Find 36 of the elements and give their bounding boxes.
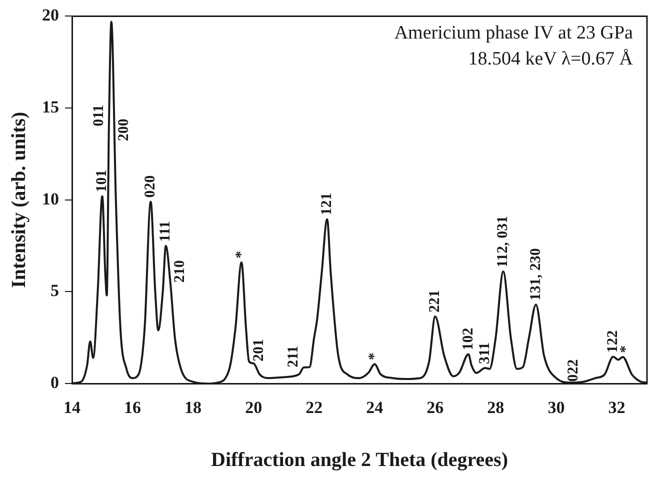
annotation: 131, 230	[528, 248, 544, 301]
x-tick-label: 24	[366, 398, 384, 418]
annotation: 011	[90, 104, 107, 126]
x-tick-label: 30	[548, 398, 565, 418]
x-tick-label: 16	[124, 398, 142, 418]
annotation: 121	[318, 192, 335, 216]
annotation: 221	[427, 290, 444, 313]
y-axis-title: Intensity (arb. units)	[8, 112, 30, 288]
annotation: *	[366, 352, 383, 360]
annotation: 112, 031	[495, 216, 512, 268]
annotation: 101	[94, 170, 110, 192]
annotation: Americium phase IV at 23 GPa	[394, 22, 634, 44]
annotation: 020	[142, 175, 159, 198]
y-tick-label: 0	[50, 372, 59, 392]
annotation: 200	[116, 118, 132, 142]
annotation: *	[233, 250, 250, 258]
y-tick-label: 15	[42, 97, 59, 116]
annotation: 211	[286, 346, 302, 368]
annotation: 201	[250, 339, 267, 362]
x-tick-label: 20	[245, 398, 262, 418]
x-tick-label: 28	[487, 398, 504, 418]
x-tick-label: 26	[426, 398, 444, 418]
x-tick-label: 18	[184, 398, 202, 418]
annotation: 111	[158, 220, 174, 242]
y-tick-label: 5	[50, 281, 59, 300]
x-tick-label: 14	[64, 398, 81, 418]
annotation: 311	[476, 342, 493, 364]
annotation: 102	[460, 328, 476, 350]
annotation: 210	[172, 260, 188, 283]
x-axis-title: Diffraction angle 2 Theta (degrees)	[211, 449, 508, 472]
annotation: 18.504 keV λ=0.67 Å	[468, 48, 634, 70]
y-tick-label: 10	[42, 189, 59, 208]
x-tick-label: 32	[608, 398, 626, 418]
annotation: 022	[565, 359, 582, 382]
x-tick-label: 22	[306, 398, 323, 418]
y-tick-label: 20	[42, 6, 59, 25]
